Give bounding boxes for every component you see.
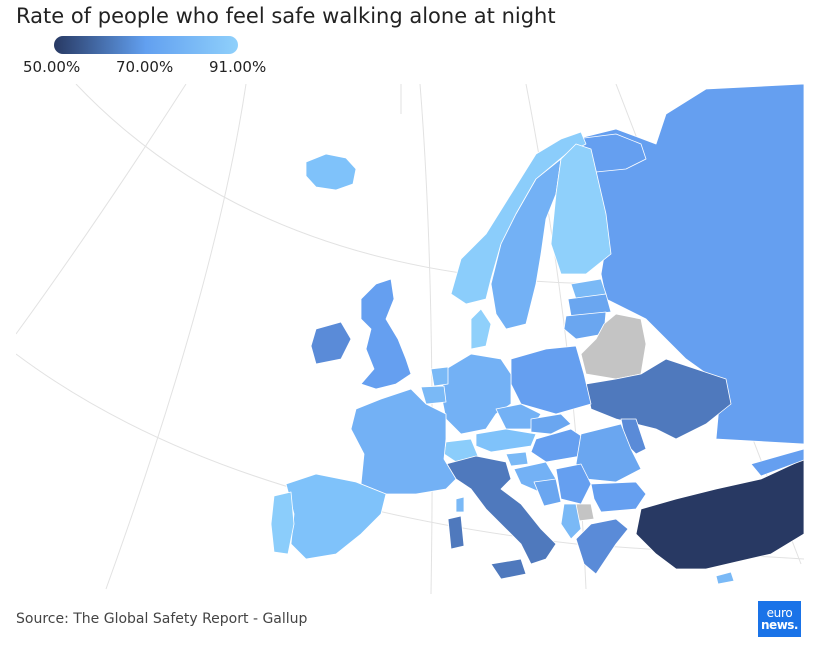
region-bulgaria <box>590 481 647 513</box>
region-austria <box>475 428 537 453</box>
legend-mid-label: 70.00% <box>116 58 174 76</box>
region-lithuania <box>563 311 607 340</box>
region-germany <box>440 353 512 435</box>
region-turkey <box>635 458 804 570</box>
region-cyprus <box>715 571 735 585</box>
region-slovakia <box>530 413 572 435</box>
region-belgium <box>420 385 447 405</box>
region-uk <box>360 278 412 390</box>
region-slovenia <box>505 451 529 467</box>
chart-title: Rate of people who feel safe walking alo… <box>16 4 556 28</box>
legend-color-scale <box>54 36 238 54</box>
legend-min-label: 50.00% <box>23 58 81 76</box>
region-poland <box>510 345 592 415</box>
region-sardinia <box>447 515 465 550</box>
region-italy <box>445 455 557 565</box>
region-iceland <box>305 153 357 191</box>
region-denmark <box>470 308 492 350</box>
region-bosnia <box>533 478 562 507</box>
region-portugal <box>270 491 295 555</box>
region-finland <box>550 143 612 275</box>
region-sicily <box>490 558 527 580</box>
europe-map <box>16 84 804 594</box>
source-note: Source: The Global Safety Report - Gallu… <box>16 611 308 627</box>
countries <box>270 84 804 585</box>
region-latvia <box>567 293 612 317</box>
euronews-logo: euro news. <box>758 601 801 637</box>
region-georgia <box>750 448 804 477</box>
region-netherlands <box>430 366 449 387</box>
region-sweden <box>490 158 562 330</box>
legend-max-label: 91.00% <box>209 58 267 76</box>
region-albania <box>560 503 582 540</box>
logo-line-1: euro <box>766 606 793 620</box>
region-ireland <box>310 321 352 365</box>
logo-line-2: news. <box>761 618 798 632</box>
region-serbia <box>555 463 592 505</box>
region-greece <box>575 518 629 575</box>
region-france <box>350 388 457 495</box>
region-corsica <box>455 496 465 513</box>
